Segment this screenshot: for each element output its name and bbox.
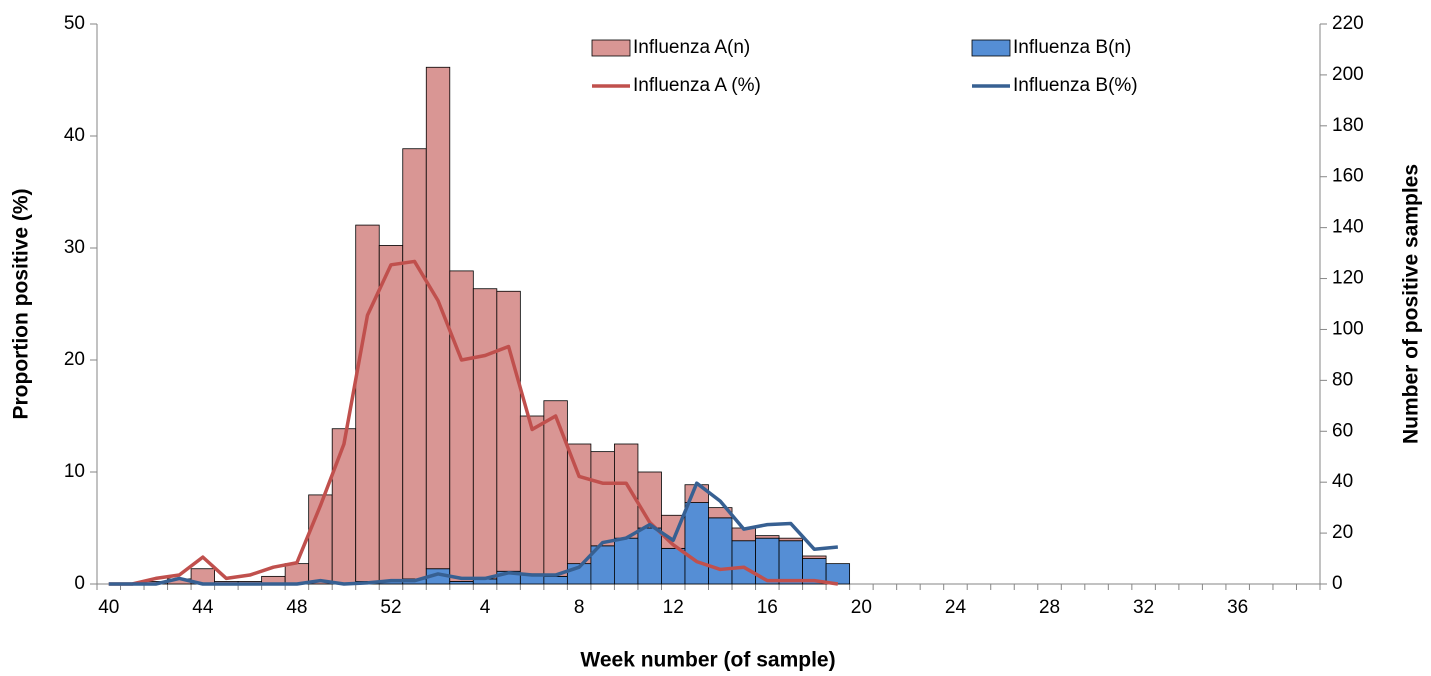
y2-tick-label: 200 [1332,64,1364,85]
bar [519,415,545,575]
bar [731,540,756,585]
bar [778,540,803,585]
legend-swatch [591,39,631,57]
y2-axis-title: Number of positive samples [1400,164,1423,444]
bar [684,502,709,585]
bar [661,547,686,585]
bar [472,288,498,580]
x-axis-title: Week number (of sample) [580,649,835,672]
x-tick-label: 20 [851,597,872,618]
legend-label: Influenza B(%) [1013,75,1138,96]
y-tick-label: 20 [64,349,85,370]
bar [708,517,733,585]
bar [825,563,851,585]
bar [543,400,568,577]
x-tick-label: 24 [945,597,967,618]
bar [378,245,404,582]
bar [614,537,639,585]
y2-tick-label: 160 [1332,166,1364,187]
line [108,481,839,586]
x-tick-label: 32 [1133,597,1154,618]
y2-tick-label: 100 [1332,318,1364,339]
x-tick-label: 52 [380,597,401,618]
y2-tick-label: 120 [1332,268,1364,289]
y-tick-label: 30 [64,237,85,258]
x-tick-label: 8 [574,597,585,618]
bar [355,224,380,582]
bar [614,443,639,539]
x-tick-label: 4 [480,597,491,618]
y2-tick-label: 0 [1332,573,1343,594]
bar [331,428,357,585]
x-tick-label: 12 [663,597,684,618]
x-tick-label: 44 [192,597,214,618]
y2-tick-label: 180 [1332,115,1364,136]
bar [637,527,662,585]
y2-tick-label: 80 [1332,369,1353,390]
x-tick-label: 28 [1039,597,1060,618]
y2-tick-label: 40 [1332,471,1353,492]
legend-swatch [971,39,1011,57]
y-axis-title: Proportion positive (%) [10,189,33,420]
line [108,259,839,586]
x-tick-label: 40 [98,597,119,618]
bar [590,451,615,547]
bar [449,270,474,582]
y2-tick-label: 20 [1332,522,1353,543]
y-tick-label: 50 [64,13,85,34]
bar [802,555,827,559]
y2-tick-label: 60 [1332,420,1353,441]
bar [402,148,427,580]
x-tick-label: 36 [1227,597,1248,618]
y-tick-label: 0 [74,573,85,594]
y-tick-label: 40 [64,125,85,146]
y-tick-label: 10 [64,461,85,482]
legend-label: Influenza A (%) [633,75,761,96]
y2-tick-label: 140 [1332,217,1364,238]
bar [755,535,780,539]
bar [778,537,803,542]
bar [566,443,592,565]
x-tick-label: 16 [757,597,778,618]
legend-label: Influenza B(n) [1013,37,1131,58]
y2-tick-label: 220 [1332,13,1364,34]
x-tick-label: 48 [286,597,307,618]
legend-label: Influenza A(n) [633,37,750,58]
bar [496,290,521,572]
bar [543,575,568,585]
bar [284,563,310,585]
